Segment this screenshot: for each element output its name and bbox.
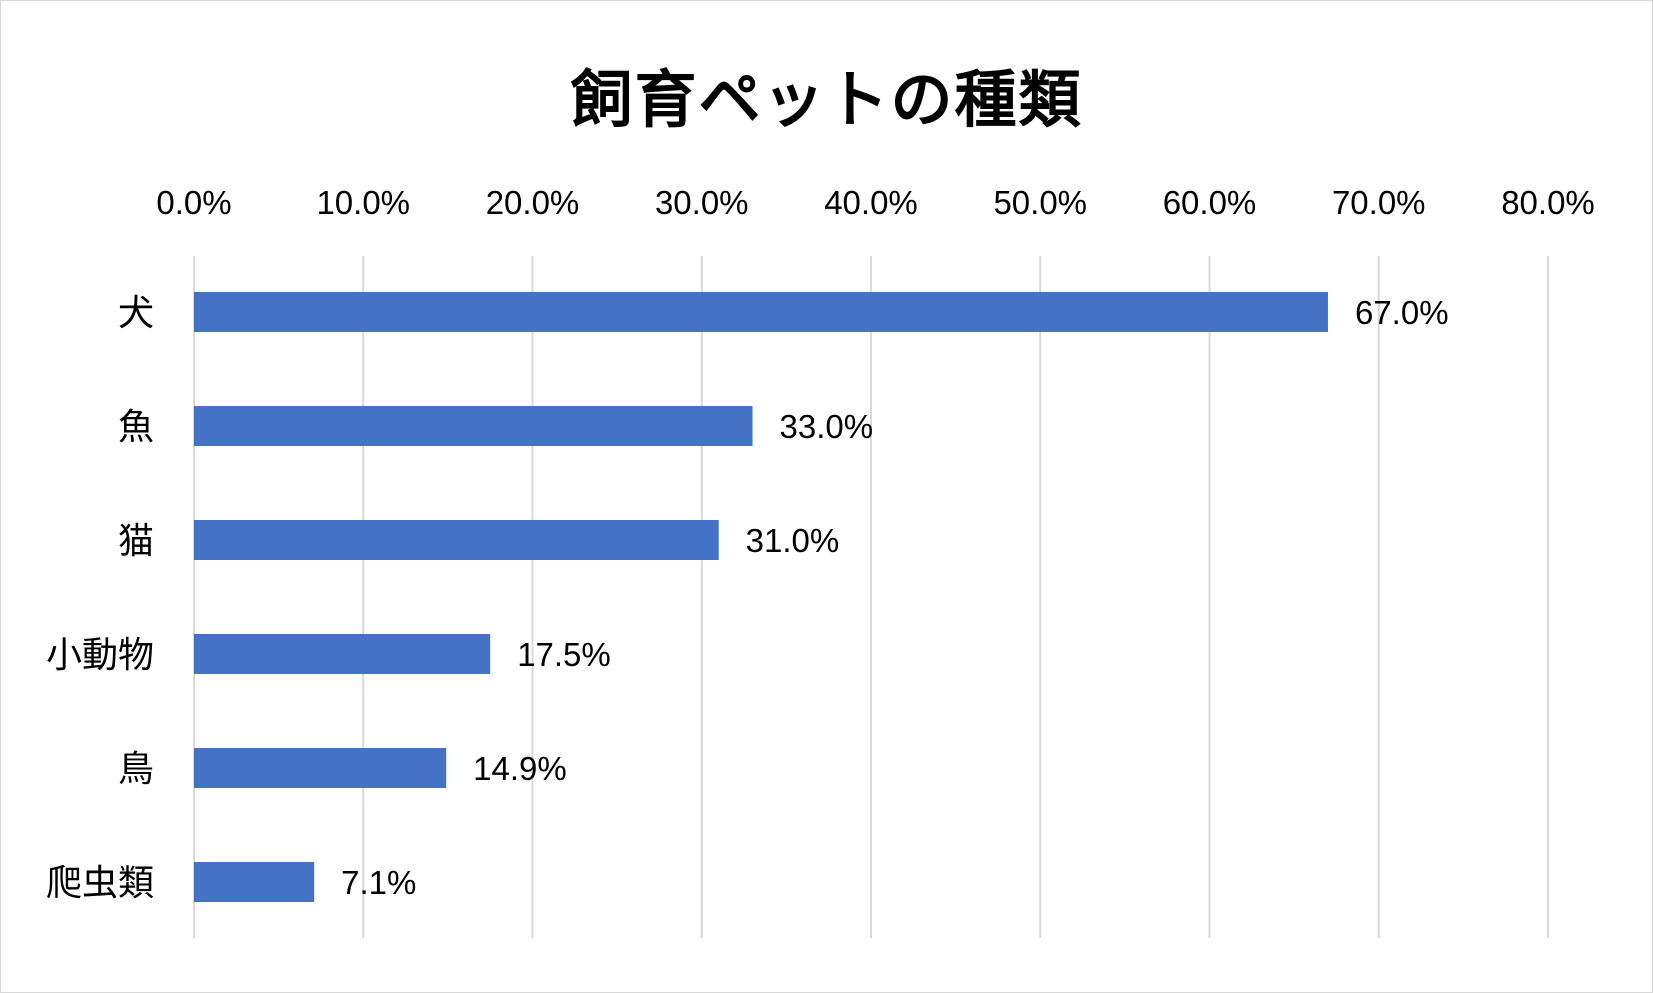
bar [194, 292, 1328, 332]
data-label: 67.0% [1355, 294, 1449, 331]
category-label: 鳥 [118, 749, 154, 790]
bar [194, 748, 447, 788]
bar [194, 634, 491, 674]
category-label: 魚 [118, 407, 154, 448]
category-label: 犬 [118, 293, 154, 334]
category-label: 小動物 [46, 635, 154, 676]
bar [194, 406, 753, 446]
bar [194, 862, 315, 902]
data-label: 17.5% [517, 636, 611, 673]
x-tick-label: 20.0% [486, 184, 580, 221]
x-tick-label: 70.0% [1332, 184, 1426, 221]
x-tick-label: 30.0% [655, 184, 749, 221]
data-label: 33.0% [780, 408, 874, 445]
category-label: 爬虫類 [46, 863, 154, 904]
bar [194, 520, 719, 560]
data-label: 14.9% [473, 750, 567, 787]
data-label: 31.0% [746, 522, 840, 559]
category-label: 猫 [118, 521, 154, 562]
x-tick-label: 0.0% [156, 184, 231, 221]
x-tick-label: 40.0% [824, 184, 918, 221]
x-tick-label: 80.0% [1501, 184, 1595, 221]
data-label: 7.1% [341, 864, 416, 901]
chart-title: 飼育ペットの種類 [570, 63, 1083, 136]
x-tick-label: 60.0% [1163, 184, 1257, 221]
x-tick-label: 10.0% [316, 184, 410, 221]
x-tick-label: 50.0% [993, 184, 1087, 221]
